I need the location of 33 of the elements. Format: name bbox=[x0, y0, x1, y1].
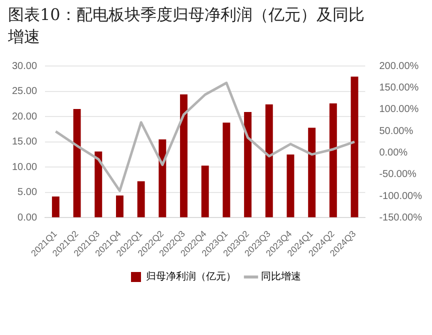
y2-tick-label: 50.00% bbox=[379, 126, 414, 137]
y2-tick-label: -150.00% bbox=[379, 212, 422, 224]
y-tick-label: 30.00 bbox=[12, 60, 38, 72]
y2-tick-label: 150.00% bbox=[379, 82, 419, 94]
bar bbox=[180, 94, 188, 218]
y-tick-label: 20.00 bbox=[12, 111, 38, 122]
bar bbox=[137, 181, 145, 218]
bar bbox=[350, 76, 358, 218]
y2-tick-label: -100.00% bbox=[379, 190, 422, 202]
bar bbox=[222, 122, 230, 218]
bar bbox=[94, 151, 102, 218]
y-tick-label: 10.00 bbox=[12, 162, 38, 173]
y2-tick-label: 0.00% bbox=[379, 147, 408, 158]
bar bbox=[265, 104, 273, 218]
y-tick-label: 5.00 bbox=[18, 187, 38, 198]
bar bbox=[286, 154, 294, 218]
y-tick-label: 25.00 bbox=[12, 86, 38, 98]
bar bbox=[116, 195, 124, 218]
bar bbox=[201, 166, 209, 218]
y2-tick-label: 100.00% bbox=[379, 104, 419, 116]
y-tick-label: 0.00 bbox=[18, 212, 38, 224]
bar bbox=[73, 108, 81, 218]
bar bbox=[308, 128, 316, 218]
y2-tick-label: 200.00% bbox=[379, 60, 419, 72]
bar bbox=[158, 139, 166, 218]
bar bbox=[52, 196, 60, 218]
y2-tick-label: -50.00% bbox=[379, 169, 417, 180]
bar bbox=[329, 103, 337, 218]
legend-label: 归母净利润（亿元） bbox=[146, 270, 236, 283]
chart-title: 图表10：配电板块季度归母净利润（亿元）及同比增速 bbox=[8, 4, 366, 48]
bar bbox=[244, 112, 252, 218]
y-tick-label: 15.00 bbox=[12, 136, 38, 148]
legend-label: 同比增速 bbox=[261, 270, 301, 283]
